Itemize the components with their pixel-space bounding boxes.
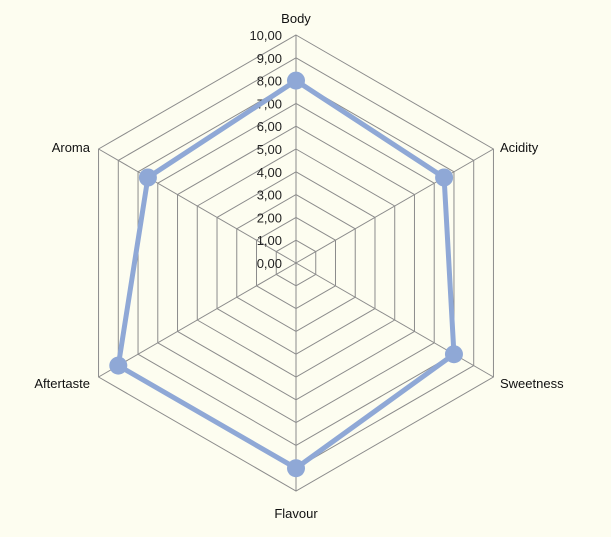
data-point bbox=[435, 168, 454, 187]
tick-label: 10,00 bbox=[249, 28, 282, 43]
category-labels: Body Acidity Sweetness Flavour Aftertaste Aro… bbox=[34, 11, 564, 521]
category-label: Acidity bbox=[500, 140, 539, 155]
axis-tick-labels: 0,001,002,003,004,005,006,007,008,009,00… bbox=[249, 28, 282, 271]
series-layer bbox=[109, 71, 463, 478]
tick-label: 5,00 bbox=[257, 142, 282, 157]
data-point bbox=[138, 168, 157, 187]
grid-spoke bbox=[98, 262, 297, 378]
data-point bbox=[109, 356, 128, 375]
series-line bbox=[115, 78, 457, 471]
tick-label: 4,00 bbox=[257, 165, 282, 180]
data-point bbox=[287, 459, 305, 478]
tick-label: 9,00 bbox=[257, 51, 282, 66]
grid-spoke bbox=[295, 148, 494, 264]
tick-label: 0,00 bbox=[257, 256, 282, 271]
tick-label: 2,00 bbox=[257, 210, 282, 225]
category-label: Sweetness bbox=[500, 376, 564, 391]
chart-grid bbox=[98, 34, 494, 492]
tick-label: 3,00 bbox=[257, 188, 282, 203]
data-point bbox=[287, 71, 305, 90]
grid-spoke bbox=[98, 148, 297, 264]
category-label: Aroma bbox=[52, 140, 91, 155]
tick-label: 8,00 bbox=[257, 74, 282, 89]
tick-label: 1,00 bbox=[257, 233, 282, 248]
data-point bbox=[444, 345, 463, 364]
tick-label: 6,00 bbox=[257, 119, 282, 134]
category-label: Aftertaste bbox=[34, 376, 90, 391]
category-label: Flavour bbox=[274, 506, 318, 521]
category-label: Body bbox=[281, 11, 311, 26]
